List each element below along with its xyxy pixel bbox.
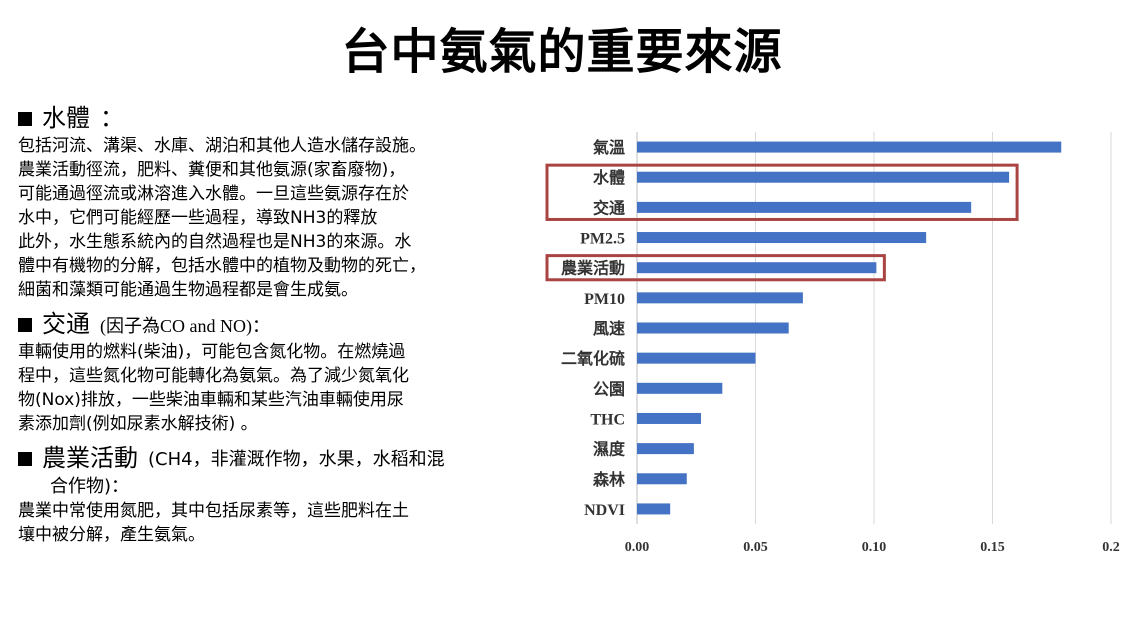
bar-2 (637, 201, 972, 213)
paragraph-line: 程中，這些氮化物可能轉化為氨氣。為了減少氮氧化 (18, 366, 409, 386)
paragraph-line: 包括河流、溝渠、水庫、湖泊和其他人造水儲存設施。 (18, 136, 426, 156)
feature-importance-chart: 氣溫水體交通 PM2.5 農業活動 PM10 風速二氧化硫公園 THC 濕度森林 NDVI 0.… (545, 120, 1124, 560)
x-tick-label-3: 0.15 (980, 540, 1005, 555)
paragraph-line: 細菌和藻類可能通過生物過程都是會生成氨。 (18, 280, 358, 300)
bar-0 (637, 141, 1062, 153)
paragraph-line: 體中有機物的分解，包括水體中的植物及動物的死亡， (18, 256, 426, 276)
paragraph-line: 農業活動徑流，肥料、糞便和其他氨源(家畜廢物)， (18, 160, 406, 180)
bar-3 (637, 232, 927, 244)
section-heading-text: 交通 (42, 310, 90, 338)
x-tick-label-4: 0.2 (1102, 540, 1120, 555)
category-label-12: NDVI (584, 502, 625, 519)
x-tick-label-0: 0.00 (625, 540, 650, 555)
category-label-5: PM10 (584, 291, 625, 308)
paragraph-line: 水中，它們可能經歷一些過程，導致NH3的釋放 (18, 208, 378, 228)
section-heading-water: 水體 ： (18, 102, 543, 134)
section-heading-note-line2: 合作物)： (50, 476, 130, 497)
bars (637, 141, 1062, 515)
category-label-10: 濕度 (593, 440, 626, 459)
paragraph-line: 車輛使用的燃料(柴油)，可能包含氮化物。在燃燒過 (18, 342, 406, 362)
bar-4 (637, 262, 877, 274)
bar-10 (637, 443, 694, 455)
category-label-1: 水體 (593, 168, 625, 187)
paragraph-line: 壤中被分解，產生氨氣。 (18, 525, 205, 545)
category-label-0: 氣溫 (593, 138, 625, 157)
category-label-8: 公園 (593, 380, 625, 398)
section-heading-text: 水體 (42, 104, 90, 132)
section-heading-note: (因子為CO and NO)： (100, 316, 270, 336)
bar-12 (637, 503, 671, 515)
gridlines (755, 132, 1112, 524)
bar-11 (637, 473, 687, 485)
paragraph-line: 可能通過徑流或淋溶進入水體。一旦這些氨源存在於 (18, 184, 409, 204)
text-panel: 水體 ： 包括河流、溝渠、水庫、湖泊和其他人造水儲存設施。 農業活動徑流，肥料、… (18, 102, 543, 553)
bar-7 (637, 352, 756, 364)
section-water: 水體 ： 包括河流、溝渠、水庫、湖泊和其他人造水儲存設施。 農業活動徑流，肥料、… (18, 102, 543, 302)
x-axis-ticks: 0.00 0.05 0.10 0.15 0.2 (625, 540, 1120, 555)
highlight-box-0 (545, 163, 1019, 221)
section-agriculture: 農業活動 (CH4，非灌溉作物，水果，水稻和混 合作物)： 農業中常使用氮肥，其… (18, 442, 543, 547)
section-heading-text: 農業活動 (42, 444, 138, 472)
square-bullet-icon (18, 452, 32, 466)
category-label-7: 二氧化硫 (561, 349, 625, 368)
category-label-6: 風速 (593, 320, 625, 338)
category-label-4: 農業活動 (561, 259, 625, 278)
category-label-11: 森林 (593, 470, 625, 489)
bar-1 (637, 171, 1010, 183)
x-tick-label-2: 0.10 (862, 540, 887, 555)
page-title: 台中氨氣的重要來源 (341, 24, 783, 80)
category-label-3: PM2.5 (580, 231, 625, 248)
section-heading-traffic: 交通 (因子為CO and NO)： (18, 308, 543, 340)
bar-6 (637, 322, 789, 334)
x-tick-label-1: 0.05 (743, 540, 768, 555)
category-label-2: 交通 (593, 198, 625, 217)
section-heading-note: (CH4，非灌溉作物，水果，水稻和混 (148, 449, 445, 470)
paragraph-line: 素添加劑(例如尿素水解技術) 。 (18, 414, 258, 434)
bar-5 (637, 292, 803, 304)
section-heading-agriculture: 農業活動 (CH4，非灌溉作物，水果，水稻和混 (18, 442, 543, 474)
bar-8 (637, 382, 723, 394)
square-bullet-icon (18, 112, 32, 126)
square-bullet-icon (18, 318, 32, 332)
bar-9 (637, 412, 701, 424)
highlight-box-1 (545, 254, 886, 282)
highlight-boxes (545, 163, 1019, 282)
category-label-9: THC (590, 411, 625, 428)
section-heading-suffix: ： (100, 104, 124, 132)
paragraph-line: 物(Nox)排放，一些柴油車輛和某些汽油車輛使用尿 (18, 390, 404, 410)
paragraph-line: 此外，水生態系統內的自然過程也是NH3的來源。水 (18, 232, 412, 252)
paragraph-line: 農業中常使用氮肥，其中包括尿素等，這些肥料在土 (18, 501, 409, 521)
section-traffic: 交通 (因子為CO and NO)： 車輛使用的燃料(柴油)，可能包含氮化物。在… (18, 308, 543, 436)
